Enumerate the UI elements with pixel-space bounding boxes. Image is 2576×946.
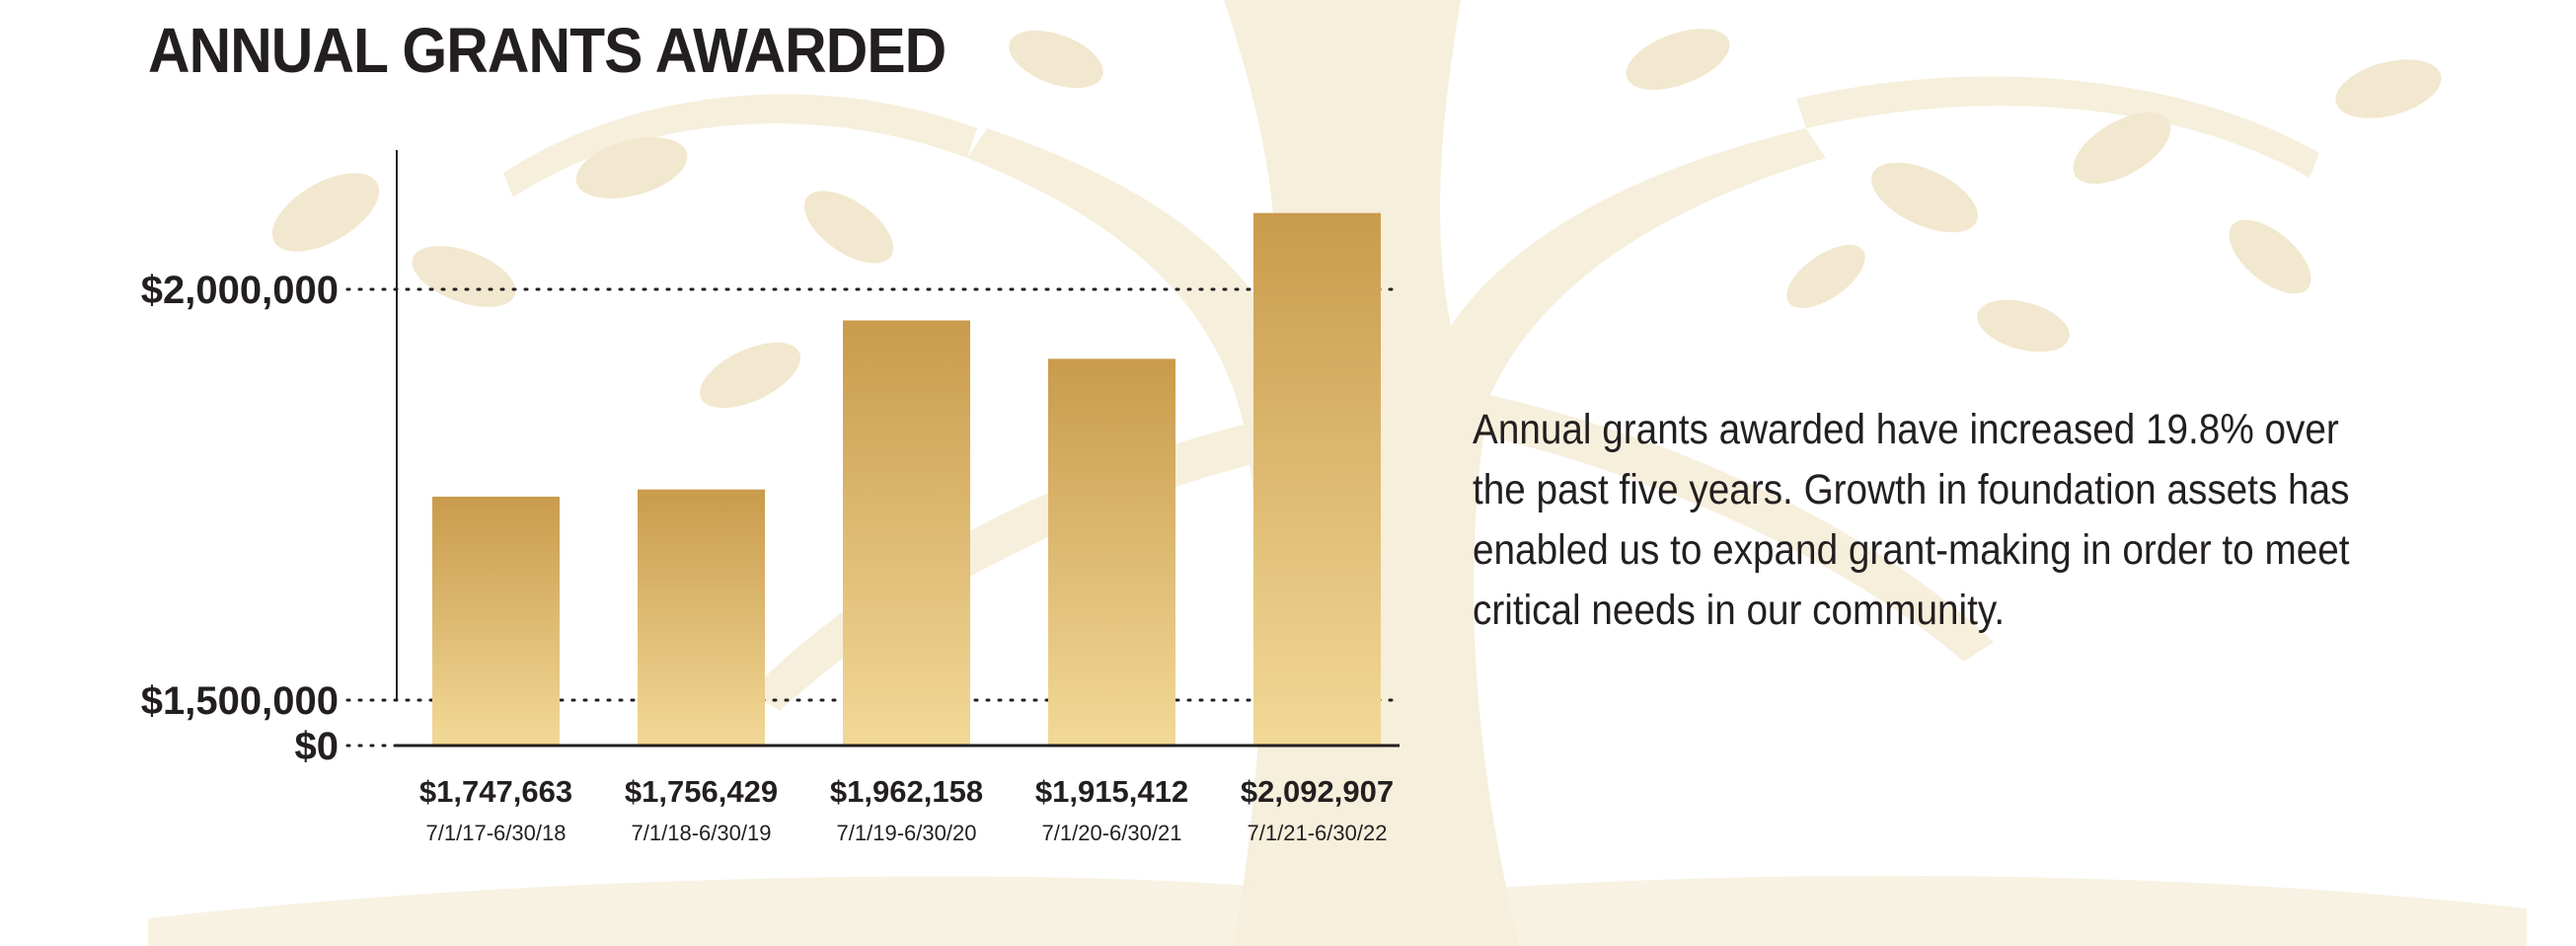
bar-value-label: $1,747,663 (419, 774, 572, 809)
category-label: 7/1/17-6/30/18 (426, 821, 567, 845)
bar-value-label: $1,915,412 (1035, 774, 1188, 809)
y-tick-label: $1,500,000 (141, 679, 339, 723)
bar-value-label: $1,756,429 (625, 774, 778, 809)
y-tick-label: $0 (295, 725, 340, 768)
category-label: 7/1/21-6/30/22 (1248, 821, 1388, 845)
category-label: 7/1/19-6/30/20 (837, 821, 977, 845)
bar-value-label: $1,962,158 (830, 774, 983, 809)
bar (638, 489, 765, 746)
bar (432, 496, 560, 746)
bar (1048, 358, 1175, 746)
bar (843, 320, 970, 746)
description-text: Annual grants awarded have increased 19.… (1473, 406, 2350, 634)
category-label: 7/1/20-6/30/21 (1042, 821, 1182, 845)
category-label: 7/1/18-6/30/19 (632, 821, 772, 845)
y-tick-label: $2,000,000 (141, 269, 339, 312)
chart-title: ANNUAL GRANTS AWARDED (148, 15, 947, 86)
bar (1253, 212, 1381, 747)
bar-value-label: $2,092,907 (1241, 774, 1394, 809)
